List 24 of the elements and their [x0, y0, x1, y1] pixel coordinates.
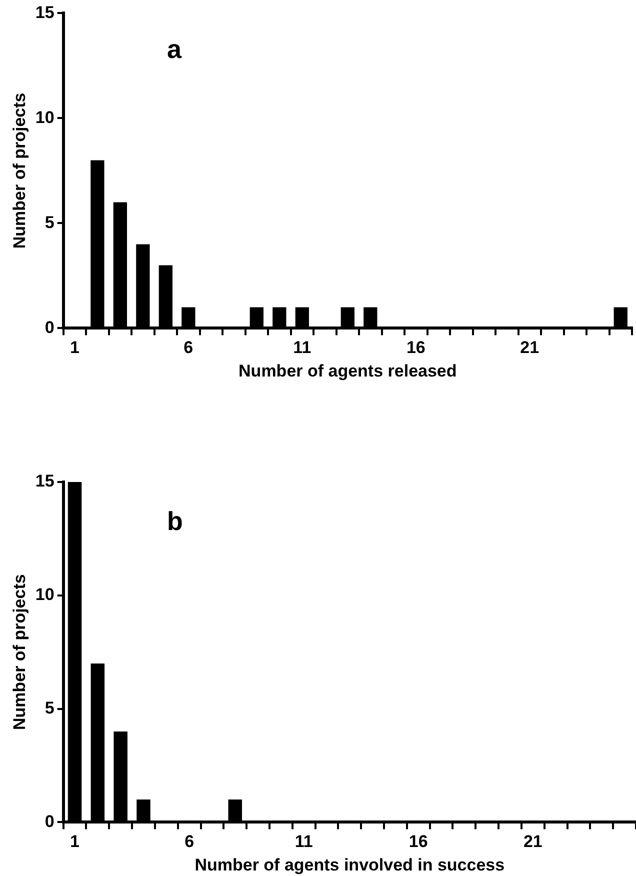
x-tick-label: 16	[406, 338, 426, 358]
x-tick-label: 6	[184, 338, 194, 358]
y-tick-label: 0	[44, 318, 54, 337]
y-tick-label: 15	[35, 2, 54, 22]
y-tick-label: 5	[44, 698, 54, 718]
y-tick-label: 15	[35, 472, 54, 491]
x-tick-label: 11	[294, 832, 313, 852]
y-axis-title: Number of projects	[10, 92, 29, 249]
y-tick-label: 10	[35, 108, 54, 127]
x-tick-label: 21	[520, 338, 540, 358]
x-tick-label: 21	[523, 832, 542, 852]
x-tick-label: 1	[70, 338, 80, 358]
text: a	[166, 34, 182, 64]
x-tick-label: 1	[70, 832, 80, 852]
y-tick-label: 10	[35, 585, 54, 604]
y-tick-label: 5	[44, 212, 54, 232]
x-tick-label: 16	[408, 832, 428, 852]
x-tick-label: 6	[184, 832, 194, 852]
x-axis-title: Number of agents involved in success	[194, 855, 505, 874]
x-axis-title: Number of agents released	[238, 361, 457, 380]
y-tick-label: 0	[44, 812, 54, 831]
x-tick-label: 11	[293, 338, 312, 358]
text: b	[167, 506, 183, 536]
y-axis-title: Number of projects	[10, 574, 29, 730]
